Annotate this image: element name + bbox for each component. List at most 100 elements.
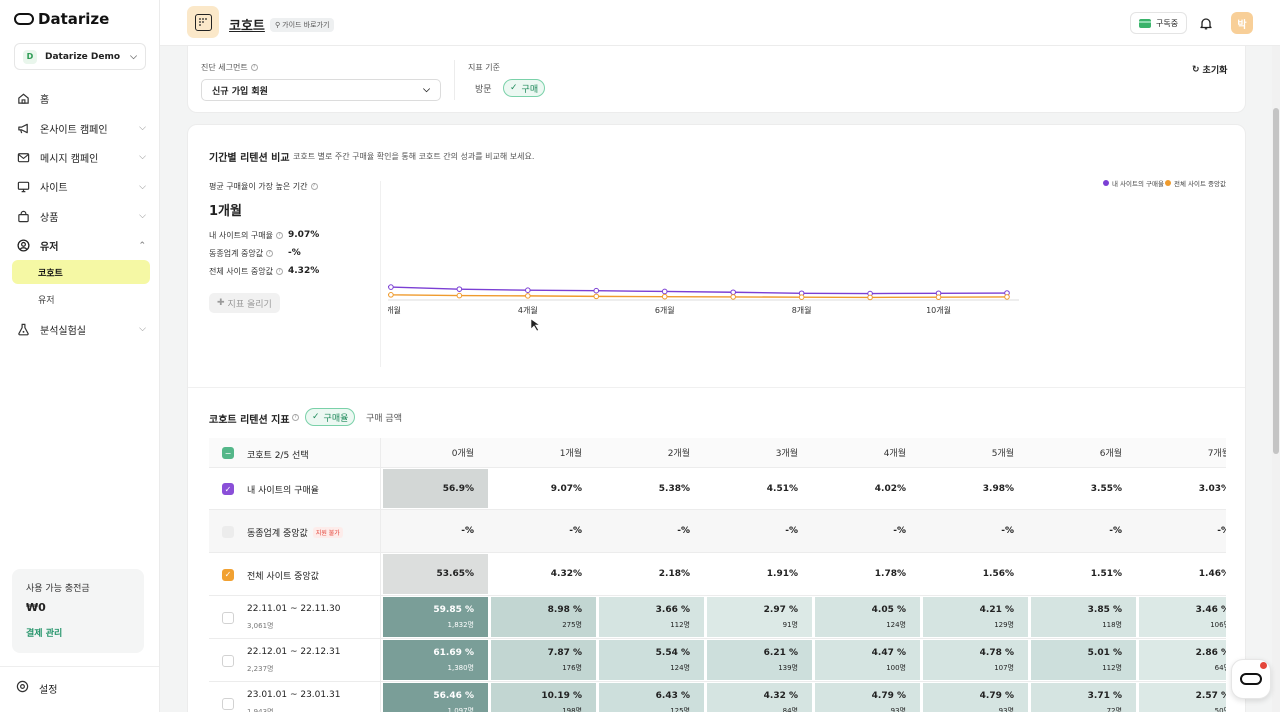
settings-button[interactable]: 설정	[16, 680, 57, 696]
cell-value: 2.86 %	[1195, 647, 1226, 658]
sidebar-item-user[interactable]: 유저 ⌃	[12, 231, 150, 260]
scrollbar-thumb[interactable]	[1273, 108, 1279, 454]
add-metric-label: 지표 올리기	[227, 299, 272, 310]
help-chat-button[interactable]	[1231, 659, 1271, 699]
bell-icon[interactable]	[1200, 15, 1212, 34]
grid-icon	[194, 13, 212, 31]
cell-value: 59.85 %	[433, 604, 474, 615]
metric-visit-option[interactable]: 방문	[475, 84, 492, 95]
cell-value: 8.98 %	[547, 604, 582, 615]
table-cell: 1.56%	[923, 554, 1028, 594]
subscription-button[interactable]: 구독중	[1130, 12, 1188, 34]
table-cell: 2.86 % 64명	[1139, 640, 1226, 680]
table-header-name-cell: − 코호트 2/5 선택	[209, 438, 381, 467]
sidebar-item-product[interactable]: 상품 ⌵	[12, 202, 150, 231]
select-all-checkbox[interactable]: −	[222, 447, 234, 459]
chevron-down-icon: ⌵	[139, 123, 146, 134]
reset-button[interactable]: ↻ 초기화	[1192, 63, 1228, 77]
add-metric-button[interactable]: ✚ 지표 올리기	[209, 293, 280, 313]
sidebar-item-lab[interactable]: 분석실험실 ⌵	[12, 314, 150, 343]
help-icon[interactable]: ?	[266, 250, 274, 257]
cohort-user-count: 2,237명	[247, 665, 274, 673]
guide-link[interactable]: ⚲ 가이드 바로가기	[270, 18, 335, 32]
gear-icon	[16, 680, 29, 696]
logo[interactable]: Datarize	[14, 10, 109, 28]
table-cell: 5.54 % 124명	[599, 640, 704, 680]
cell-count: 72명	[1106, 706, 1122, 712]
check-icon: ✓	[312, 412, 320, 422]
table-cell: 2.57 % 50명	[1139, 683, 1226, 712]
plus-icon: ✚	[217, 298, 225, 308]
cell-count: 1,380명	[447, 663, 474, 672]
row-name-cell: 동종업계 중앙값 지원 불가	[209, 510, 381, 552]
avatar[interactable]: 박	[1231, 12, 1253, 34]
sidebar-item-home[interactable]: 홈	[12, 84, 150, 113]
stat-value: 9.07%	[288, 230, 320, 240]
retention-table: − 코호트 2/5 선택 0개월 1개월 2개월 3개월 4개월 5개월 6개월 7개월 ✓ 내…	[209, 438, 1226, 712]
cell-value: -%	[1217, 526, 1226, 536]
cohort-row: 22.11.01 ~ 22.11.30 3,061명 59.85 % 1,832명 8.…	[209, 596, 1226, 639]
cell-value: 3.71 %	[1087, 690, 1122, 701]
legend-label: 전체 사이트 중앙값	[1174, 179, 1226, 188]
table-cell: 4.05 % 124명	[815, 597, 920, 637]
row-checkbox[interactable]	[222, 697, 234, 710]
segment-label-text: 진단 세그먼트	[201, 63, 248, 72]
cell-count: 125명	[670, 706, 690, 712]
comparison-title: 기간별 리텐션 비교	[209, 153, 290, 164]
table-cell: -%	[491, 511, 596, 551]
legend-swatch	[1165, 180, 1171, 186]
sidebar-item-site[interactable]: 사이트 ⌵	[12, 172, 150, 201]
stat-label-text: 전체 사이트 중앙값	[209, 267, 273, 276]
cell-value: 3.55%	[1090, 483, 1122, 494]
cell-count: 124명	[886, 620, 906, 629]
segment-value: 신규 가입 회원	[212, 86, 268, 97]
tab-purchase-rate[interactable]: ✓ 구매율	[305, 408, 356, 426]
stat-value: 4.32%	[288, 266, 320, 276]
table-cell: 56.9%	[383, 469, 488, 508]
sidebar-item-label: 분석실험실	[40, 325, 86, 337]
help-icon[interactable]: ?	[250, 64, 258, 71]
reset-label: 초기화	[1202, 66, 1228, 76]
table-cell: 2.97 % 91명	[707, 597, 812, 637]
help-icon[interactable]: ?	[275, 268, 283, 275]
row-checkbox[interactable]	[222, 525, 234, 538]
cell-value: 5.54 %	[655, 647, 690, 658]
row-checkbox[interactable]	[222, 654, 234, 667]
sidebar-item-label: 홈	[40, 95, 50, 107]
data-point	[456, 292, 463, 299]
sidebar-item-onsite-campaign[interactable]: 온사이트 캠페인 ⌵	[12, 113, 150, 142]
column-header: 0개월	[451, 449, 474, 459]
cell-value: 2.18%	[658, 569, 690, 579]
cell-value: 10.19 %	[541, 690, 582, 701]
row-name-cell: 23.01.01 ~ 23.01.31 1,943명	[209, 682, 381, 712]
metric-buy-option[interactable]: ✓ 구매	[503, 79, 546, 97]
row-checkbox[interactable]	[222, 611, 234, 624]
payment-manage-link[interactable]: 결제 관리	[26, 629, 63, 639]
help-icon[interactable]: ?	[310, 183, 318, 190]
table-cell: 3.66 % 112명	[599, 597, 704, 637]
sidebar-subitem-cohort[interactable]: 코호트	[12, 260, 150, 285]
summary-row: ✓ 내 사이트의 구매율 56.9% 9.07% 5.38% 4.51% 4.02% 3.98…	[209, 468, 1226, 510]
table-cell: 53.65%	[383, 554, 488, 594]
sidebar-subitem-user[interactable]: 유저	[38, 295, 55, 306]
credit-amount: ₩0	[26, 601, 46, 614]
sidebar-item-label: 온사이트 캠페인	[40, 124, 108, 136]
tab-purchase-amount[interactable]: 구매 금액	[366, 413, 402, 424]
row-checkbox[interactable]: ✓	[222, 483, 234, 495]
segment-select[interactable]: 신규 가입 회원 ⌵	[201, 79, 441, 101]
table-cell: -%	[815, 511, 920, 551]
cohort-range: 23.01.01 ~ 23.01.31	[247, 690, 341, 700]
check-icon: ✓	[510, 83, 518, 93]
table-cell: 4.32 % 84명	[707, 683, 812, 712]
workspace-selector[interactable]: D Datarize Demo ⌵	[14, 43, 146, 70]
row-checkbox[interactable]: ✓	[222, 568, 234, 581]
cohort-range: 22.11.01 ~ 22.11.30	[247, 604, 341, 614]
chevron-down-icon: ⌵	[139, 211, 146, 222]
cell-value: 2.57 %	[1195, 690, 1226, 701]
sidebar-item-message-campaign[interactable]: 메시지 캠페인 ⌵	[12, 143, 150, 172]
help-icon[interactable]: ?	[292, 414, 299, 421]
data-point	[798, 294, 805, 300]
cell-count: 198명	[562, 706, 582, 712]
retention-line-chart: 01122334455 0개월2개월4개월6개월8개월10개월 내 사이트의 구…	[388, 179, 1226, 332]
help-icon[interactable]: ?	[275, 232, 283, 239]
